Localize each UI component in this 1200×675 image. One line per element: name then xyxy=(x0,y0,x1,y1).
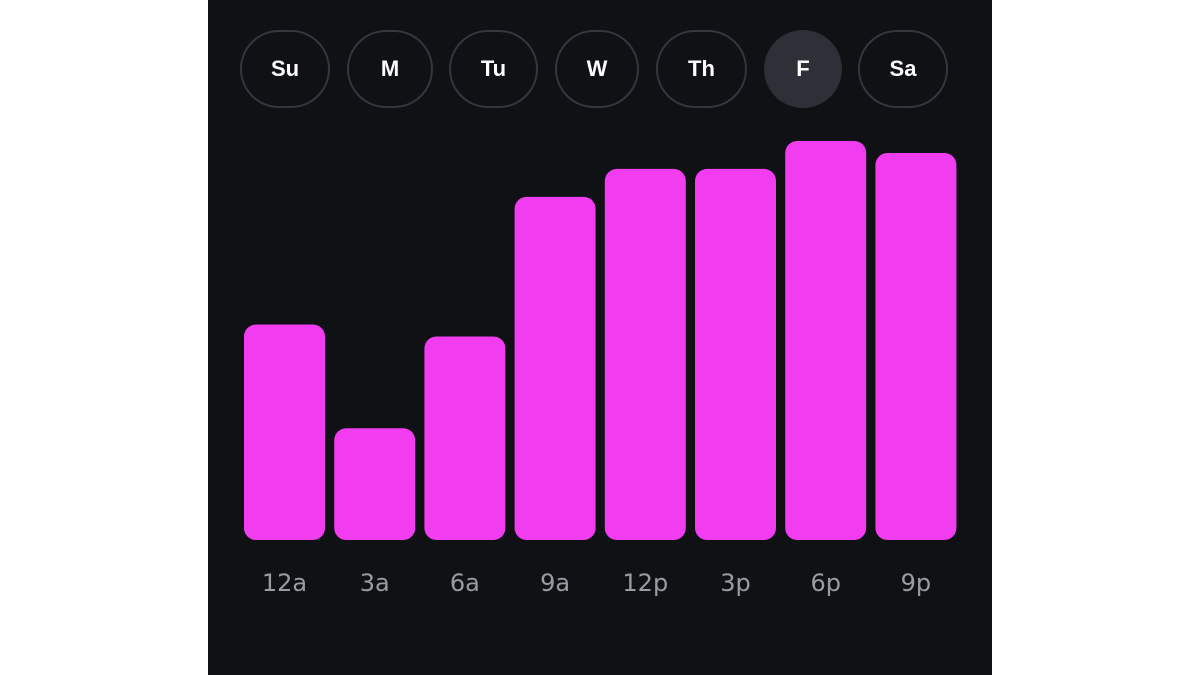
day-tab-tuesday[interactable]: Tu xyxy=(449,30,538,108)
x-tick-label: 3p xyxy=(720,569,751,597)
x-tick-label: 6p xyxy=(810,569,841,597)
bar-6p xyxy=(785,141,867,540)
bar-6a xyxy=(424,336,506,540)
x-tick-label: 9p xyxy=(901,569,932,597)
day-tab-saturday[interactable]: Sa xyxy=(858,30,948,108)
day-tab-thursday[interactable]: Th xyxy=(656,30,747,108)
popular-times-panel: Su M Tu W Th F Sa 12a 3a 6a 9a 12p 3p 6p 9p xyxy=(208,0,992,675)
x-tick-label: 12p xyxy=(622,569,668,597)
day-tab-wednesday[interactable]: W xyxy=(555,30,639,108)
day-tab-sunday[interactable]: Su xyxy=(240,30,330,108)
bar-12a xyxy=(244,324,325,540)
bar-3a xyxy=(334,428,416,540)
day-tab-monday[interactable]: M xyxy=(347,30,433,108)
x-tick-label: 3a xyxy=(360,569,390,597)
day-tab-friday[interactable]: F xyxy=(764,30,842,108)
bar-9p xyxy=(875,152,957,540)
x-tick-label: 6a xyxy=(450,569,480,597)
x-tick-label: 12a xyxy=(262,569,307,597)
hourly-bar-chart: 12a 3a 6a 9a 12p 3p 6p 9p xyxy=(244,141,957,597)
x-tick-label: 9a xyxy=(540,569,570,597)
bar-9a xyxy=(514,196,596,541)
bar-12p xyxy=(604,168,686,540)
bar-3p xyxy=(695,168,776,540)
